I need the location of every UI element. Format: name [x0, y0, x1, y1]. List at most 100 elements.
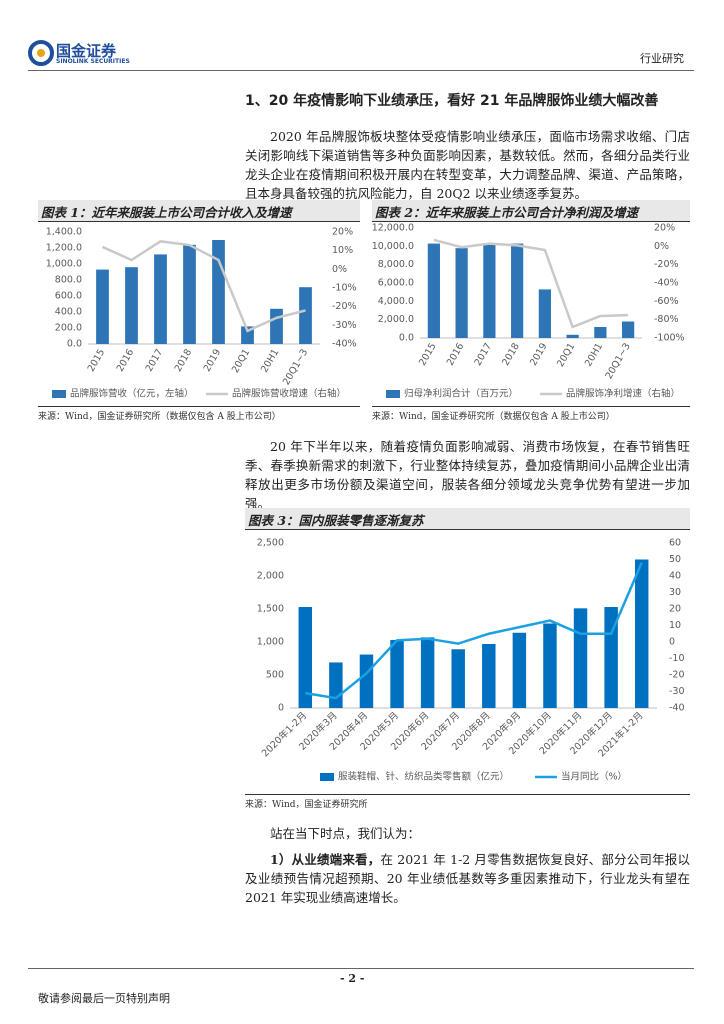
- y2-tick-label: -10: [669, 653, 685, 664]
- x-tick-label: 20H1: [259, 347, 281, 374]
- bar: [154, 254, 167, 344]
- y-tick-label: 12,000.0: [372, 223, 414, 234]
- paragraph: 20 年下半年以来，随着疫情负面影响减弱、消费市场恢复，在春节销售旺季、春季换新…: [245, 439, 690, 511]
- bar: [543, 623, 557, 708]
- bar: [511, 243, 524, 338]
- y2-tick-label: -40: [669, 703, 685, 714]
- page-number: - 2 -: [340, 972, 365, 985]
- y2-tick-label: 60: [669, 538, 681, 549]
- y-tick-label: 10,000.0: [372, 241, 414, 252]
- legend-label: 品牌服饰营收（亿元，左轴）: [70, 388, 194, 400]
- source: 来源：Wind，国金证券研究所: [245, 794, 690, 810]
- bar: [482, 643, 496, 708]
- paragraph: 站在当下时点，我们认为：: [270, 826, 421, 841]
- legend-label: 品牌服饰净利增速（右轴）: [566, 388, 680, 400]
- disclaimer: 敬请参阅最后一页特别声明: [38, 992, 170, 1005]
- chart-title: 图表 2：近年来服装上市公司合计净利润及增速: [372, 200, 690, 222]
- legend-swatch: [320, 773, 334, 781]
- bar: [566, 334, 579, 338]
- chart-title: 图表 1：近年来服装上市公司合计收入及增速: [38, 200, 360, 222]
- source: 来源：Wind，国金证券研究所（数据仅包含 A 股上市公司）: [38, 406, 360, 422]
- y2-tick-label: 30: [669, 587, 681, 598]
- y-tick-label: 2,000.0: [378, 314, 414, 325]
- y-tick-label: 200.0: [55, 323, 82, 334]
- y-tick-label: 0: [278, 703, 284, 714]
- text: 在 2021 年 1-2 月零售数据恢复良好、部分公司年报以及业绩预告情况超预期…: [245, 852, 690, 905]
- x-tick-label: 2018: [500, 341, 522, 367]
- paragraph: 2020 年品牌服饰板块整体受疫情影响业绩承压，面临市场需求收缩、门店关闭影响线…: [245, 129, 690, 201]
- y2-tick-label: 50: [669, 554, 681, 565]
- y-tick-label: 500: [266, 670, 284, 681]
- x-tick-label: 2020年1-2月: [259, 709, 309, 759]
- bar: [125, 267, 138, 344]
- footer-rule: [28, 968, 694, 969]
- y2-tick-label: 10: [669, 620, 681, 631]
- y2-tick-label: -30: [669, 686, 685, 697]
- category: 行业研究: [640, 52, 684, 65]
- x-tick-label: 2016: [115, 347, 137, 373]
- header-rule: [28, 70, 694, 71]
- y2-tick-label: -10%: [332, 283, 357, 294]
- y2-tick-label: -20%: [654, 259, 679, 270]
- y2-tick-label: 0%: [654, 241, 669, 252]
- bar: [359, 654, 374, 708]
- y2-tick-label: -20%: [332, 301, 357, 312]
- bar: [604, 607, 618, 708]
- y-tick-label: 6,000.0: [378, 278, 414, 289]
- x-tick-label: 2019: [202, 347, 224, 373]
- x-tick-label: 2017: [473, 341, 495, 367]
- brand: 国金证券: [56, 42, 117, 60]
- x-tick-label: 2019: [528, 341, 550, 367]
- y-tick-label: 400.0: [55, 307, 82, 318]
- line: [305, 562, 643, 700]
- x-tick-label: 20H1: [583, 341, 605, 368]
- bar: [329, 662, 343, 708]
- bar: [483, 244, 496, 338]
- legend-label: 品牌服饰营收增速（右轴）: [232, 388, 346, 400]
- x-tick-label: 2018: [173, 347, 195, 373]
- y2-tick-label: -30%: [332, 320, 357, 331]
- chart: 0.0 200.0 400.0 600.0 800.0 1,000.0 1,200.0 1,4…: [46, 227, 357, 400]
- y2-tick-label: 0%: [332, 264, 347, 275]
- y2-tick-label: 0: [669, 637, 675, 648]
- bar: [390, 640, 404, 708]
- line: [433, 238, 629, 329]
- bar: [298, 607, 313, 708]
- y2-tick-label: 20%: [654, 223, 675, 234]
- y-tick-label: 1,000: [257, 637, 284, 648]
- y-tick-label: 1,200.0: [46, 243, 82, 254]
- bar: [455, 248, 468, 338]
- bar: [299, 287, 312, 344]
- brand-en: SINOLINK SECURITIES: [56, 58, 130, 65]
- y-tick-label: 2,500: [257, 538, 284, 549]
- section-title: 1、20 年疫情影响下业绩承压，看好 21 年品牌服饰业绩大幅改善: [245, 93, 659, 109]
- x-tick-label: 2017: [144, 347, 166, 373]
- bar: [622, 321, 635, 338]
- legend-label: 当月同比（%）: [561, 771, 627, 783]
- legend-swatch: [52, 390, 66, 398]
- y-tick-label: 1,000.0: [46, 259, 82, 270]
- bar: [538, 289, 551, 338]
- chart: 0.0 2,000.0 4,000.0 6,000.0 8,000.0 10,000.0 1…: [372, 223, 685, 400]
- y2-tick-label: 10%: [332, 245, 353, 256]
- chart-title: 图表 3：国内服装零售逐渐复苏: [245, 508, 690, 530]
- y-tick-label: 1,400.0: [46, 227, 82, 238]
- y-tick-label: 0.0: [67, 339, 82, 350]
- x-tick-label: 2015: [417, 341, 439, 367]
- x-tick-label: 20Q1: [555, 341, 577, 369]
- bar: [183, 244, 196, 344]
- y2-tick-label: 40: [669, 571, 681, 582]
- y2-tick-label: -40%: [332, 339, 357, 350]
- y2-tick-label: 20: [669, 604, 681, 615]
- legend-label: 服装鞋帽、针、纺织品类零售额（亿元）: [338, 771, 509, 783]
- legend-swatch: [386, 390, 400, 398]
- y2-tick-label: -40%: [654, 278, 679, 289]
- x-tick-label: 2015: [86, 347, 108, 373]
- lead: 1）从业绩端来看，: [270, 852, 381, 867]
- bar: [270, 308, 283, 344]
- source: 来源：Wind，国金证券研究所（数据仅包含 A 股上市公司）: [372, 406, 690, 422]
- y-tick-label: 2,000: [257, 571, 284, 582]
- y2-tick-label: -20: [669, 670, 685, 681]
- y2-tick-label: -80%: [654, 314, 679, 325]
- bar: [634, 559, 649, 708]
